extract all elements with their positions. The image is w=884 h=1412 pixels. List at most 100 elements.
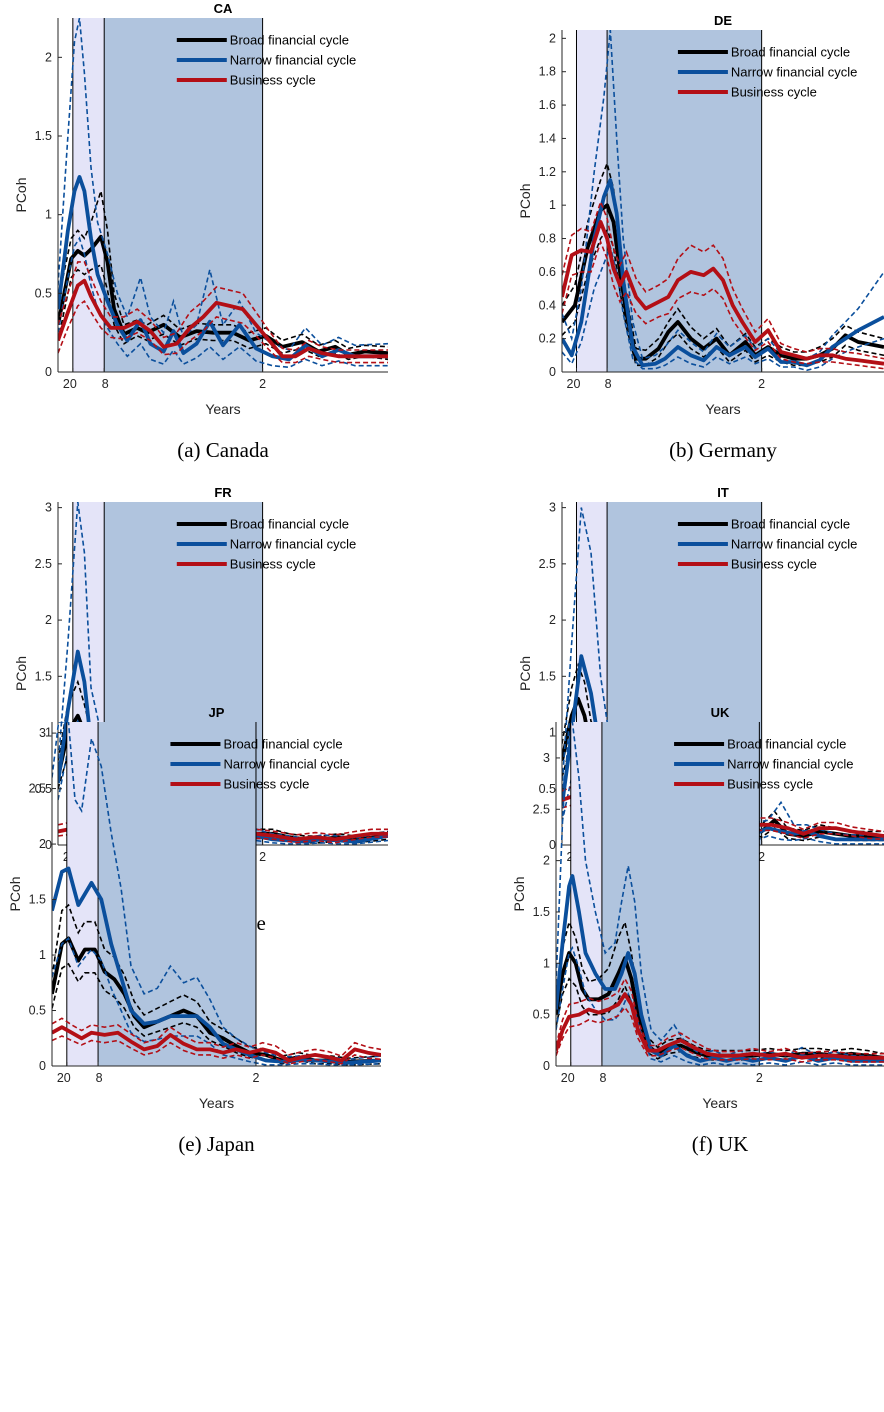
x-tick-label: 20	[567, 377, 581, 391]
y-tick-label: 1.5	[35, 669, 52, 683]
y-tick-label: 0	[543, 1059, 550, 1073]
y-tick-label: 1	[39, 948, 46, 962]
broad-financial-cycle-upper-band	[52, 903, 381, 1060]
business-cycle-upper-band	[52, 1017, 381, 1057]
series-group	[52, 722, 381, 1066]
y-tick-label: 1.4	[539, 131, 556, 145]
legend-label: Business cycle	[230, 73, 316, 88]
y-tick-label: 0.5	[35, 782, 52, 796]
x-axis-label: Years	[702, 1095, 737, 1111]
y-axis-label: PCoh	[517, 183, 533, 218]
y-tick-label: 1	[549, 198, 556, 212]
panel-title: IT	[717, 485, 729, 500]
narrow-financial-cycle-lower-band	[58, 236, 388, 369]
y-tick-label: 2	[549, 613, 556, 627]
business-cycle-line	[52, 1025, 381, 1063]
y-tick-label: 0.5	[35, 286, 52, 300]
y-tick-label: 2	[39, 837, 46, 851]
legend-label: Narrow financial cycle	[731, 537, 857, 552]
narrow-financial-cycle-upper-band	[556, 722, 884, 1058]
y-tick-label: 0	[45, 838, 52, 852]
y-tick-label: 1.6	[539, 98, 556, 112]
business-cycle-lower-band	[58, 300, 388, 364]
legend-label: Narrow financial cycle	[223, 757, 349, 772]
narrow-financial-cycle-line	[52, 866, 381, 1065]
y-tick-label: 1.5	[533, 905, 550, 919]
y-axis-label: PCoh	[517, 656, 533, 691]
y-tick-label: 0.6	[539, 265, 556, 279]
y-tick-label: 0.5	[539, 782, 556, 796]
business-cycle-upper-band	[58, 261, 388, 351]
y-tick-label: 3	[45, 501, 52, 515]
y-tick-label: 0	[549, 838, 556, 852]
legend-label: Business cycle	[731, 85, 817, 100]
panel-de: 0 0.2 0.4 0.6 0.8 1 1.2 1.4 1.6 1.8 2 20 8 2 DE Years PC…	[517, 13, 884, 462]
panel-title: UK	[711, 705, 730, 720]
legend-label: Business cycle	[731, 557, 817, 572]
y-tick-label: 3	[549, 501, 556, 515]
business-cycle-lower-band	[52, 1035, 381, 1065]
narrow-financial-cycle-lower-band	[556, 946, 884, 1066]
y-axis-label: PCoh	[13, 656, 29, 691]
series-group	[58, 18, 388, 369]
panel-title: DE	[714, 13, 732, 28]
y-tick-label: 2.5	[539, 557, 556, 571]
narrow-financial-cycle-upper-band	[58, 18, 388, 351]
y-axis-label: PCoh	[511, 876, 527, 911]
business-cycle-lower-band	[562, 239, 884, 370]
y-tick-label: 1	[543, 956, 550, 970]
band-short-frequency	[66, 722, 99, 1066]
business-cycle-line	[58, 278, 388, 359]
y-tick-label: 1.5	[29, 893, 46, 907]
x-tick-label: 8	[605, 377, 612, 391]
x-tick-label: 2	[758, 850, 765, 864]
x-tick-label: 2	[259, 377, 266, 391]
y-tick-label: 2	[45, 50, 52, 64]
y-tick-label: 1	[549, 726, 556, 740]
x-axis-label: Years	[205, 401, 240, 417]
series-group	[562, 30, 884, 372]
y-tick-label: 0.8	[539, 232, 556, 246]
y-tick-label: 0	[39, 1059, 46, 1073]
legend-label: Business cycle	[727, 777, 813, 792]
broad-financial-cycle-upper-band	[556, 919, 884, 1055]
legend-label: Business cycle	[230, 557, 316, 572]
y-tick-label: 3	[39, 726, 46, 740]
narrow-financial-cycle-lower-band	[52, 937, 381, 1066]
y-tick-label: 1.5	[539, 669, 556, 683]
x-tick-label: 2	[259, 850, 266, 864]
y-tick-label: 3	[543, 751, 550, 765]
narrow-financial-cycle-line	[58, 174, 388, 362]
business-cycle-line	[562, 219, 884, 366]
legend-label: Broad financial cycle	[727, 737, 846, 752]
x-tick-label: 20	[561, 1071, 575, 1085]
panel-caption: (f) UK	[692, 1132, 749, 1156]
narrow-financial-cycle-line	[556, 874, 884, 1063]
band-medium-frequency	[607, 30, 762, 372]
legend-label: Business cycle	[223, 777, 309, 792]
x-tick-label: 2	[758, 377, 765, 391]
x-tick-label: 2	[756, 1071, 763, 1085]
y-tick-label: 1.5	[35, 129, 52, 143]
legend-label: Broad financial cycle	[230, 33, 349, 48]
panel-title: FR	[214, 485, 232, 500]
y-tick-label: 1	[45, 726, 52, 740]
legend-label: Broad financial cycle	[731, 517, 850, 532]
y-tick-label: 1.2	[539, 165, 556, 179]
legend-label: Broad financial cycle	[731, 45, 850, 60]
y-tick-label: 2.5	[35, 557, 52, 571]
narrow-financial-cycle-lower-band	[562, 244, 884, 372]
legend-label: Narrow financial cycle	[230, 53, 356, 68]
y-tick-label: 0.5	[29, 1004, 46, 1018]
narrow-financial-cycle-upper-band	[52, 722, 381, 1061]
legend-label: Broad financial cycle	[223, 737, 342, 752]
y-tick-label: 2	[543, 854, 550, 868]
y-tick-label: 2.5	[29, 782, 46, 796]
panel-caption: (b) Germany	[669, 438, 777, 462]
x-tick-label: 20	[57, 1071, 71, 1085]
x-tick-label: 8	[599, 1071, 606, 1085]
y-tick-label: 0.2	[539, 332, 556, 346]
